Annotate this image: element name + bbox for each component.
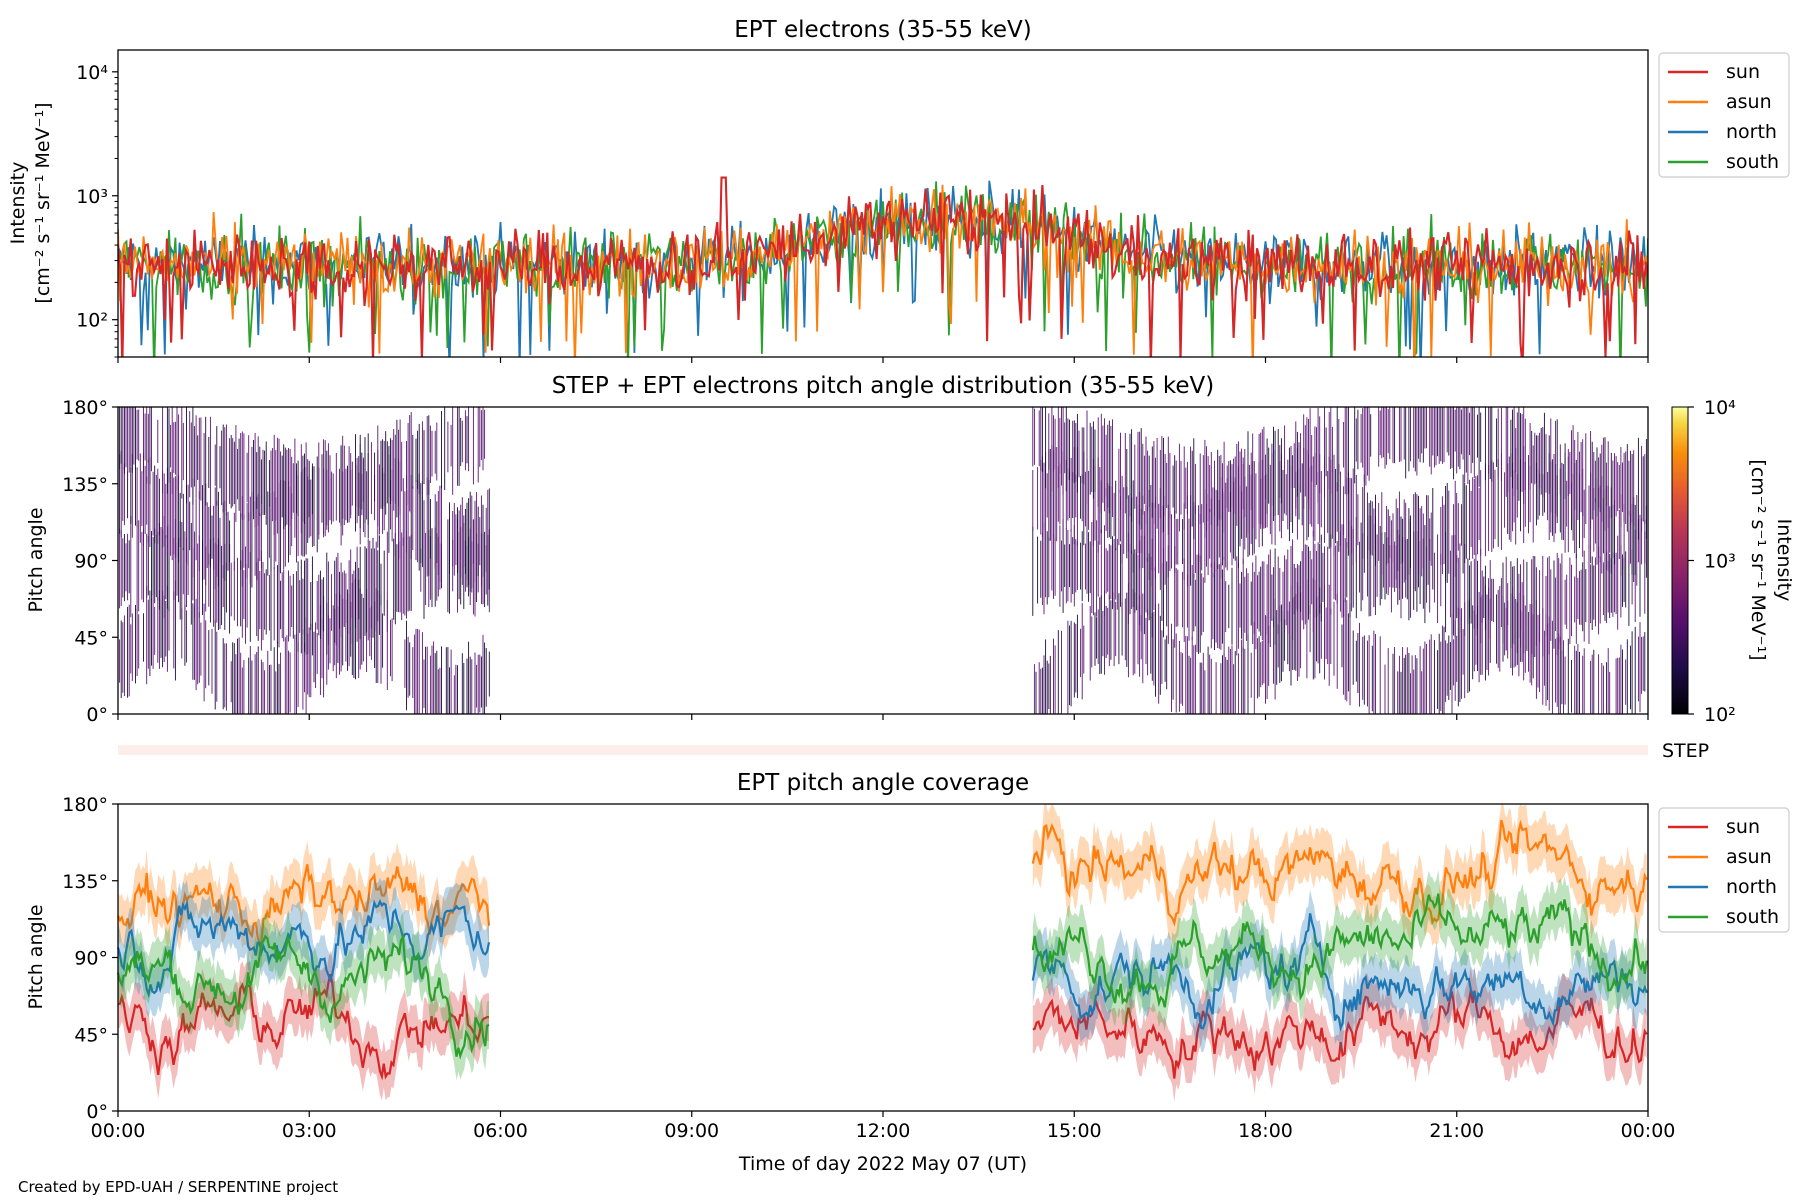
y-tick-label: 10⁴	[76, 62, 108, 84]
intensity-x-ticks	[117, 357, 1649, 363]
colorbar-units: [cm⁻² s⁻¹ sr⁻¹ MeV⁻¹]	[1747, 459, 1769, 660]
coverage-panel-title: EPT pitch angle coverage	[737, 770, 1029, 796]
coverage-legend: sun asun north south	[1658, 807, 1790, 933]
coverage-series	[116, 804, 1648, 1103]
y-tick-label: 0°	[86, 1101, 108, 1123]
x-tick-label: 18:00	[1238, 1120, 1293, 1142]
pad-heatmap	[117, 407, 1649, 714]
colorbar-title: Intensity	[1773, 519, 1795, 602]
x-tick-label: 03:00	[282, 1120, 337, 1142]
colorbar-tick-label: 10²	[1704, 704, 1736, 726]
colorbar-tick-label: 10³	[1704, 551, 1736, 573]
intensity-line-south	[118, 181, 1648, 357]
x-tick-label: 09:00	[664, 1120, 719, 1142]
x-tick-label: 12:00	[856, 1120, 911, 1142]
intensity-panel-title: EPT electrons (35-55 keV)	[734, 17, 1031, 43]
y-tick-label: 10²	[76, 310, 108, 332]
y-tick-label: 180°	[62, 397, 108, 419]
y-tick-label: 180°	[62, 794, 108, 816]
x-tick-label: 00:00	[91, 1120, 146, 1142]
y-tick-label: 45°	[74, 627, 108, 649]
legend-label-sun: sun	[1726, 816, 1760, 838]
coverage-band-sun	[1032, 966, 1647, 1103]
intensity-line-sun	[118, 176, 1648, 357]
legend-box	[1658, 52, 1790, 178]
y-tick-label: 135°	[62, 474, 108, 496]
intensity-ylabel-line1: Intensity	[7, 162, 29, 245]
legend-label-asun: asun	[1726, 846, 1772, 868]
legend-label-north: north	[1726, 121, 1777, 143]
pad-panel: STEP + EPT electrons pitch angle distrib…	[25, 373, 1795, 726]
coverage-line-south	[1031, 893, 1648, 1008]
intensity-y-ticks: 10⁴ 10³ 10²	[76, 62, 118, 358]
legend-label-sun: sun	[1726, 61, 1760, 83]
colorbar-tick-label: 10⁴	[1704, 397, 1736, 419]
legend-box	[1658, 807, 1790, 933]
legend-label-asun: asun	[1726, 91, 1772, 113]
coverage-ylabel: Pitch angle	[25, 904, 47, 1009]
colorbar-ticks: 10⁴ 10³ 10²	[1688, 397, 1736, 726]
coverage-line-south	[116, 933, 490, 1060]
coverage-x-ticks: 00:00 03:00 06:00 09:00 12:00 15:00 18:00 21:00…	[91, 1111, 1676, 1142]
x-tick-label: 21:00	[1429, 1120, 1484, 1142]
step-band-label: STEP	[1662, 740, 1709, 762]
pad-y-ticks: 180° 135° 90° 45° 0°	[62, 397, 118, 726]
x-tick-label: 15:00	[1047, 1120, 1102, 1142]
y-tick-label: 10³	[76, 186, 108, 208]
legend-label-north: north	[1726, 876, 1777, 898]
coverage-line-north	[1031, 913, 1648, 1032]
y-tick-label: 90°	[74, 551, 108, 573]
coverage-line-sun	[1032, 990, 1648, 1079]
coverage-panel: EPT pitch angle coverage 180° 135° 90° 45° 0…	[25, 770, 1790, 1142]
legend-label-south: south	[1726, 906, 1779, 928]
y-tick-label: 0°	[86, 704, 108, 726]
coverage-line-asun	[116, 864, 491, 947]
x-tick-label: 00:00	[1621, 1120, 1676, 1142]
coverage-band-north	[1032, 889, 1647, 1053]
credit-text: Created by EPD-UAH / SERPENTINE project	[18, 1178, 338, 1196]
y-tick-label: 90°	[74, 948, 108, 970]
intensity-series-lines	[118, 176, 1648, 357]
x-axis-label: Time of day 2022 May 07 (UT)	[738, 1153, 1027, 1175]
colorbar	[1671, 406, 1689, 715]
coverage-line-sun	[117, 973, 490, 1081]
coverage-line-asun	[1031, 819, 1648, 927]
step-band	[118, 745, 1648, 755]
pad-x-ticks	[117, 714, 1649, 720]
coverage-band-south	[1032, 869, 1647, 1032]
coverage-band-south	[118, 912, 489, 1081]
x-tick-label: 06:00	[473, 1120, 528, 1142]
legend-label-south: south	[1726, 151, 1779, 173]
pad-panel-title: STEP + EPT electrons pitch angle distrib…	[552, 373, 1214, 399]
intensity-legend: sun asun north south	[1658, 52, 1790, 178]
pad-ylabel: Pitch angle	[25, 507, 47, 612]
coverage-y-ticks: 180° 135° 90° 45° 0°	[62, 794, 118, 1123]
intensity-ylabel-line2: [cm⁻² s⁻¹ sr⁻¹ MeV⁻¹]	[32, 102, 54, 303]
coverage-line-north	[116, 899, 491, 999]
intensity-line-asun	[118, 184, 1648, 357]
intensity-panel: EPT electrons (35-55 keV) 10⁴ 10³ 10² Inte…	[7, 17, 1790, 363]
y-tick-label: 135°	[62, 871, 108, 893]
y-tick-label: 45°	[74, 1024, 108, 1046]
